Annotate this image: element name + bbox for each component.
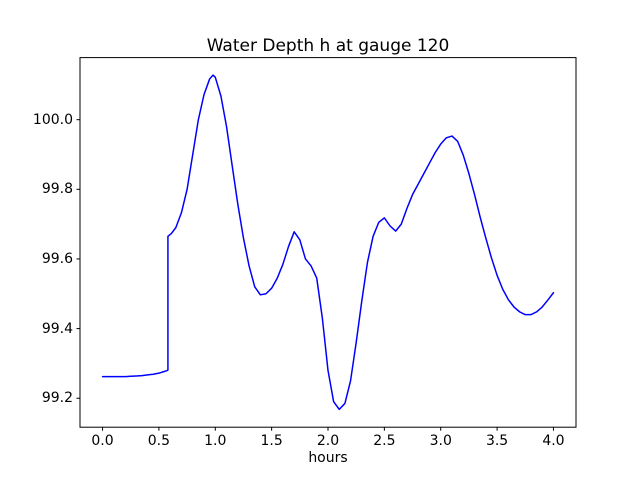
y-tick-label: 99.8	[41, 181, 73, 198]
x-tick-label: 1.0	[204, 433, 227, 450]
x-tick-label: 0.5	[147, 433, 171, 450]
x-tick-label: 3.0	[429, 433, 452, 450]
x-tick-label: 2.5	[373, 433, 396, 450]
y-ticks	[76, 119, 80, 399]
x-tick-label: 0.0	[91, 433, 114, 450]
data-line	[101, 74, 555, 411]
x-tick-label: 2.0	[316, 433, 340, 450]
x-tick-label: 3.5	[485, 433, 509, 450]
x-tick-label: 4.0	[542, 433, 565, 450]
x-tick-label: 1.5	[260, 433, 283, 450]
y-tick-label: 99.6	[41, 250, 73, 267]
y-tick-label: 99.2	[41, 390, 73, 407]
x-ticks	[102, 427, 554, 431]
y-tick-label: 100.0	[32, 111, 73, 128]
y-tick-label: 99.4	[41, 320, 73, 337]
x-axis-label: hours	[308, 450, 348, 466]
chart-title: Water Depth h at gauge 120	[206, 36, 450, 56]
